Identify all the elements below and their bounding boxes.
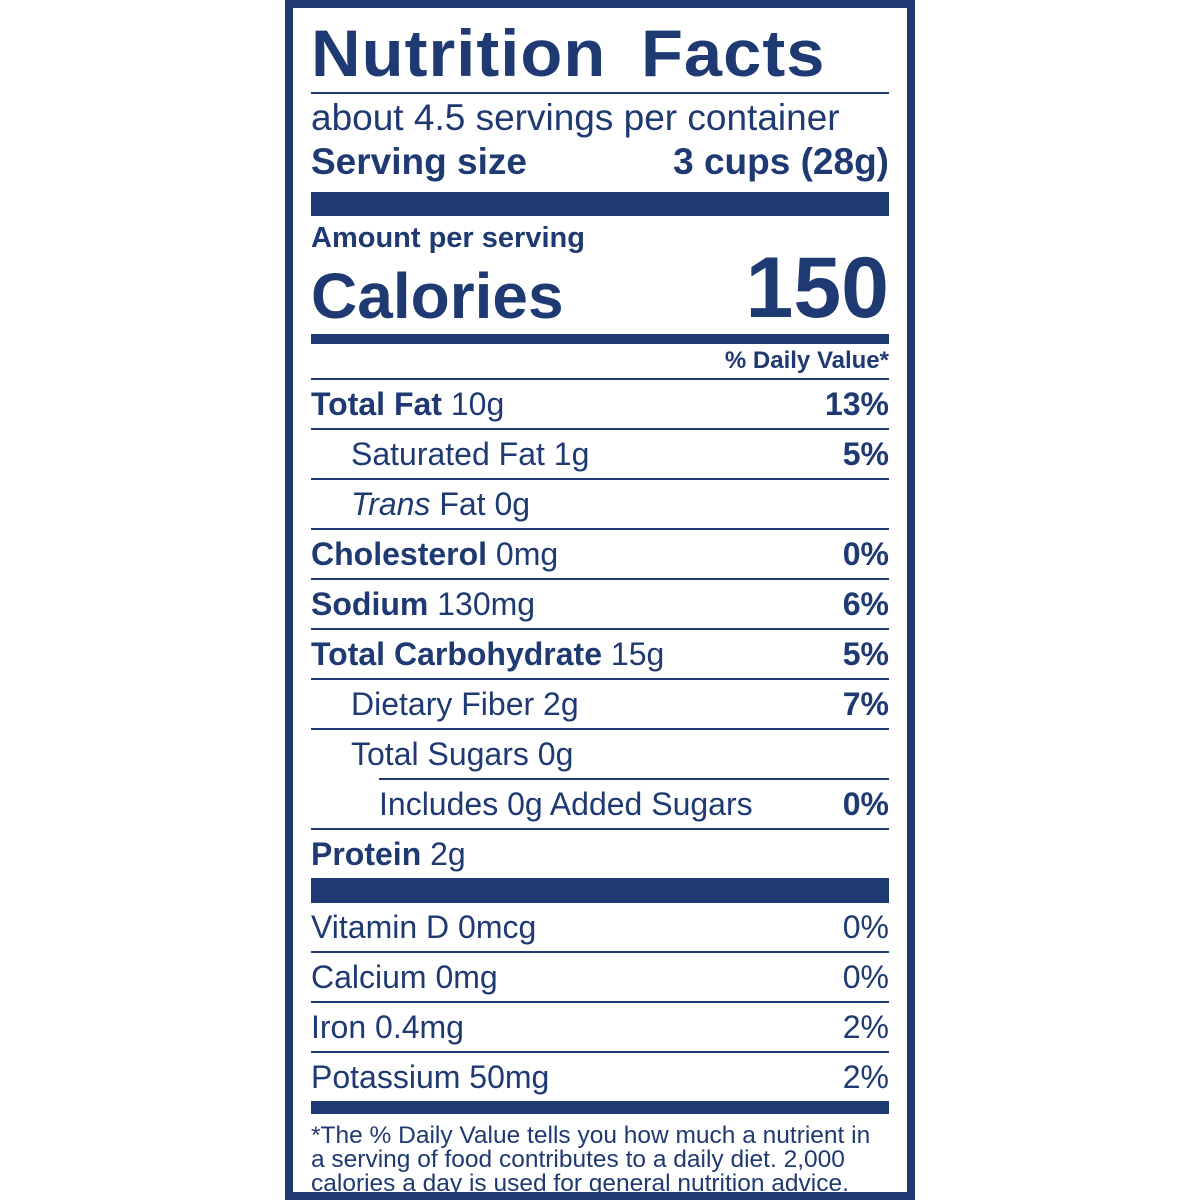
footnote: *The % Daily Value tells you how much a … [311, 1122, 871, 1197]
vitamin-dv: 2% [842, 1058, 889, 1095]
amount-per-serving: Amount per serving [311, 222, 585, 254]
nutrient-name: Cholesterol [311, 535, 488, 572]
nutrient-name: Fat 0g [430, 485, 531, 522]
serving-size-label: Serving size [311, 141, 527, 182]
nutrient-row-protein: Protein 2g [311, 828, 889, 878]
nutrient-name: Total Sugars 0g [351, 735, 574, 772]
nutrient-dv: 7% [842, 685, 889, 722]
serving-size: Serving size 3 cups (28g) [311, 140, 889, 186]
nutrition-facts-label: Nutrition Facts about 4.5 servings per c… [285, 0, 915, 1200]
serving-size-value: 3 cups (28g) [673, 141, 889, 182]
nutrient-dv: 6% [842, 585, 889, 622]
vitamin-dv: 2% [842, 1008, 889, 1045]
nutrient-row-added-sugars: Includes 0g Added Sugars 0% [379, 778, 889, 828]
nutrient-amount: 130mg [437, 585, 536, 622]
nutrient-dv: 13% [824, 385, 889, 422]
nutrient-row-cholesterol: Cholesterol 0mg 0% [311, 528, 889, 578]
nutrient-name: Protein [311, 835, 422, 872]
nutrient-name: Total Fat [311, 385, 442, 422]
nutrient-row-sodium: Sodium 130mg 6% [311, 578, 889, 628]
calories-row: Calories 150 [311, 245, 889, 332]
calories-value: 150 [745, 240, 890, 336]
vitamin-name: Potassium 50mg [311, 1058, 550, 1095]
nutrient-dv: 5% [842, 635, 889, 672]
footer-divider [311, 1101, 889, 1114]
thick-divider [311, 878, 889, 903]
nutrient-row-total-sugars: Total Sugars 0g [311, 728, 889, 778]
nutrient-dv: 0% [842, 785, 889, 822]
daily-value-header: % Daily Value* [724, 347, 889, 374]
nutrient-name: Total Carbohydrate [311, 635, 602, 672]
nutrient-name: Sodium [311, 585, 429, 622]
nutrient-dv: 0% [842, 535, 889, 572]
vitamin-name: Vitamin D 0mcg [311, 908, 537, 945]
vitamin-row-calcium: Calcium 0mg 0% [311, 951, 889, 1001]
nutrient-row-total-carbohydrate: Total Carbohydrate 15g 5% [311, 628, 889, 678]
nutrient-amount: 10g [450, 385, 505, 422]
nutrient-dv: 5% [842, 435, 889, 472]
nutrient-row-saturated-fat: Saturated Fat 1g 5% [311, 428, 889, 478]
label-title: Nutrition Facts [311, 16, 826, 90]
nutrient-amount: 15g [610, 635, 665, 672]
vitamin-name: Iron 0.4mg [311, 1008, 464, 1045]
nutrient-amount: 2g [430, 835, 466, 872]
medium-divider [311, 334, 889, 344]
vitamin-name: Calcium 0mg [311, 958, 498, 995]
label-content: Nutrition Facts about 4.5 servings per c… [311, 8, 889, 1196]
vitamin-dv: 0% [842, 958, 889, 995]
nutrient-name-italic: Trans [351, 485, 431, 522]
nutrient-row-total-fat: Total Fat 10g 13% [311, 378, 889, 428]
servings-per-container: about 4.5 servings per container [311, 97, 840, 138]
vitamin-row-potassium: Potassium 50mg 2% [311, 1051, 889, 1101]
thick-divider [311, 192, 889, 216]
nutrient-name: Saturated Fat 1g [351, 435, 590, 472]
divider [311, 92, 889, 94]
vitamin-row-iron: Iron 0.4mg 2% [311, 1001, 889, 1051]
nutrient-amount: 0mg [495, 535, 559, 572]
vitamin-dv: 0% [842, 908, 889, 945]
calories-label: Calories [311, 260, 564, 332]
nutrient-row-dietary-fiber: Dietary Fiber 2g 7% [311, 678, 889, 728]
vitamin-row-vitamin-d: Vitamin D 0mcg 0% [311, 903, 889, 951]
nutrient-name: Includes 0g Added Sugars [379, 785, 753, 822]
nutrient-row-trans-fat: Trans Fat 0g [311, 478, 889, 528]
nutrient-name: Dietary Fiber 2g [351, 685, 579, 722]
